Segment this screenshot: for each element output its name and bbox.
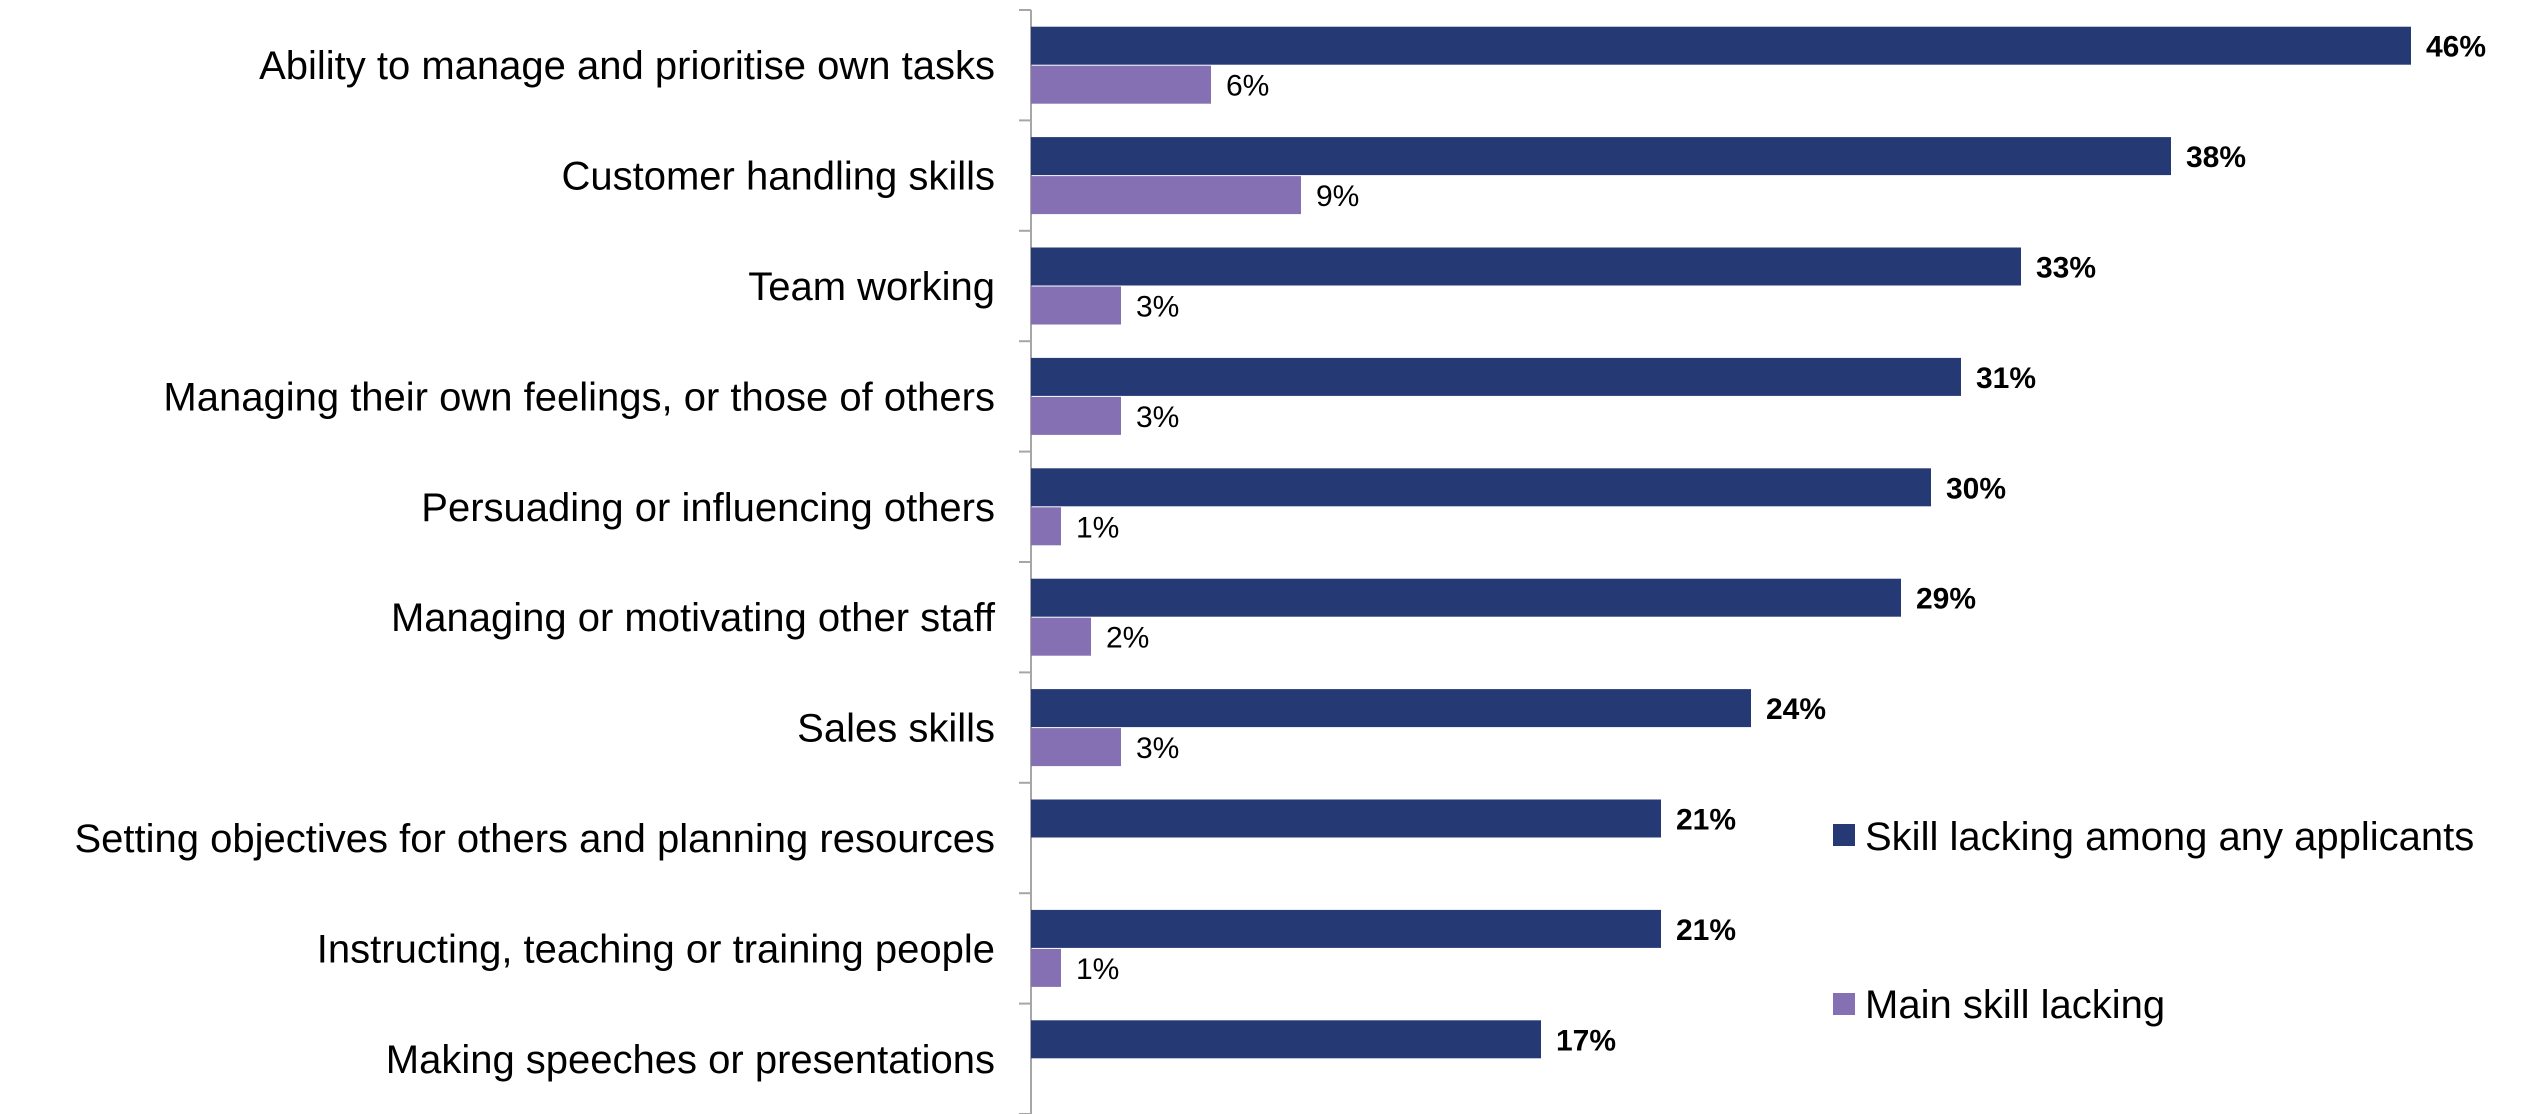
category-label: Persuading or influencing others [421, 486, 995, 530]
category-label: Managing or motivating other staff [391, 596, 996, 640]
category-label: Making speeches or presentations [386, 1038, 995, 1082]
category-label: Instructing, teaching or training people [317, 927, 995, 971]
bars-layer [1031, 26, 2411, 1059]
bar-any-applicants [1031, 689, 1751, 728]
category-label: Team working [748, 265, 995, 309]
legend: Skill lacking among any applicants Main … [1833, 815, 2474, 1027]
data-label-any-applicants: 21% [1676, 804, 1736, 837]
data-label-any-applicants: 24% [1766, 693, 1826, 726]
data-label-main-skill: 3% [1136, 732, 1179, 765]
category-label: Sales skills [797, 707, 995, 751]
bar-main-skill [1031, 728, 1121, 767]
data-label-main-skill: 9% [1316, 180, 1359, 213]
data-label-any-applicants: 38% [2186, 141, 2246, 174]
bar-any-applicants [1031, 1020, 1541, 1059]
bar-any-applicants [1031, 357, 1961, 396]
category-label: Customer handling skills [561, 155, 995, 199]
data-label-main-skill: 2% [1106, 622, 1149, 655]
data-label-any-applicants: 17% [1556, 1024, 1616, 1057]
data-label-any-applicants: 21% [1676, 914, 1736, 947]
bar-any-applicants [1031, 909, 1661, 948]
bar-main-skill [1031, 617, 1091, 656]
labels-layer: Ability to manage and prioritise own tas… [74, 31, 2486, 1082]
data-label-main-skill: 1% [1076, 953, 1119, 986]
bar-any-applicants [1031, 247, 2021, 286]
data-label-any-applicants: 31% [1976, 362, 2036, 395]
data-label-any-applicants: 29% [1916, 583, 1976, 616]
bar-main-skill [1031, 396, 1121, 435]
data-label-main-skill: 1% [1076, 511, 1119, 544]
category-label: Ability to manage and prioritise own tas… [259, 44, 995, 88]
data-label-any-applicants: 30% [1946, 472, 2006, 505]
bar-any-applicants [1031, 578, 1901, 617]
bar-any-applicants [1031, 799, 1661, 838]
data-label-any-applicants: 46% [2426, 31, 2486, 64]
axis-layer [1019, 9, 1032, 1114]
bar-main-skill [1031, 286, 1121, 325]
data-label-main-skill: 3% [1136, 401, 1179, 434]
legend-swatch-main-skill [1833, 993, 1855, 1015]
legend-swatch-any-applicants [1833, 824, 1855, 846]
bar-any-applicants [1031, 137, 2171, 176]
bar-main-skill [1031, 507, 1061, 546]
legend-label-main-skill: Main skill lacking [1865, 983, 2165, 1027]
bar-any-applicants [1031, 26, 2411, 65]
category-label: Managing their own feelings, or those of… [163, 375, 995, 419]
data-label-main-skill: 3% [1136, 291, 1179, 324]
legend-label-any-applicants: Skill lacking among any applicants [1865, 815, 2474, 859]
bar-main-skill [1031, 176, 1301, 215]
bar-any-applicants [1031, 468, 1931, 507]
data-label-any-applicants: 33% [2036, 252, 2096, 285]
data-label-main-skill: 6% [1226, 70, 1269, 103]
bar-main-skill [1031, 65, 1211, 104]
category-label: Setting objectives for others and planni… [74, 817, 995, 861]
bar-main-skill [1031, 948, 1061, 987]
